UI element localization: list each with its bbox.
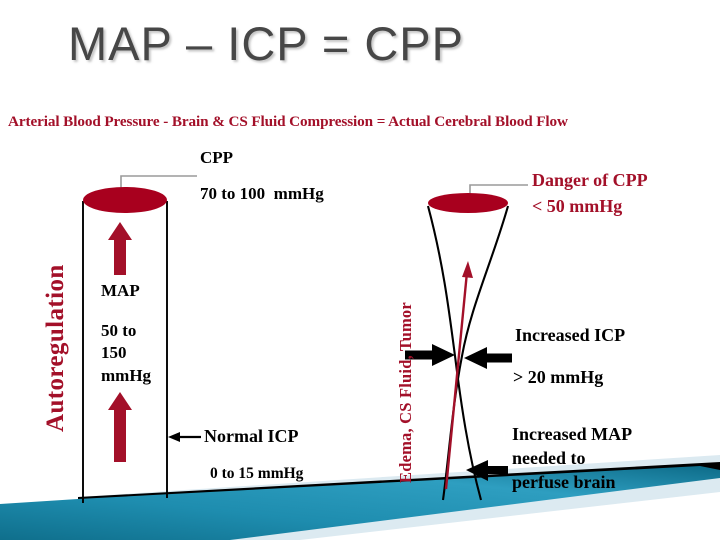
normal-icp-label: Normal ICP bbox=[204, 426, 299, 446]
map-label: MAP bbox=[101, 281, 140, 300]
edema-cs-fluid-tumor-label: Edema, CS Fluid, Tumor bbox=[396, 302, 415, 483]
subtitle-equation: Arterial Blood Pressure - Brain & CS Flu… bbox=[8, 113, 568, 130]
cpp-label: CPP bbox=[200, 148, 234, 167]
normal-icp-arrow bbox=[168, 432, 201, 442]
page-title: MAP – ICP = CPP bbox=[68, 17, 464, 70]
funnel-top-ellipse bbox=[428, 193, 508, 213]
increased-icp-label: Increased ICP bbox=[515, 325, 626, 345]
autoregulation-label: Autoregulation bbox=[42, 264, 69, 432]
funnel-wall-left bbox=[426, 205, 483, 501]
map-arrow-upper bbox=[108, 222, 132, 275]
cylinder-top-ellipse bbox=[83, 187, 167, 213]
flow-arrow-red bbox=[444, 261, 473, 490]
compression-arrow-right bbox=[464, 347, 512, 369]
compression-arrow-bottom bbox=[466, 460, 508, 481]
normal-icp-range-value: 0 to 15 mmHg bbox=[210, 465, 304, 482]
map-arrow-lower bbox=[108, 392, 132, 462]
increased-map-label: Increased MAP needed to perfuse brain bbox=[512, 424, 633, 492]
map-range-value: 50 to 150 mmHg bbox=[101, 321, 152, 385]
danger-of-cpp-label: Danger of CPP < 50 mmHg bbox=[532, 170, 648, 216]
compression-arrow-left bbox=[405, 344, 455, 366]
increased-icp-range-value: > 20 mmHg bbox=[513, 367, 604, 387]
cpp-range-value: 70 to 100 mmHg bbox=[200, 184, 324, 203]
